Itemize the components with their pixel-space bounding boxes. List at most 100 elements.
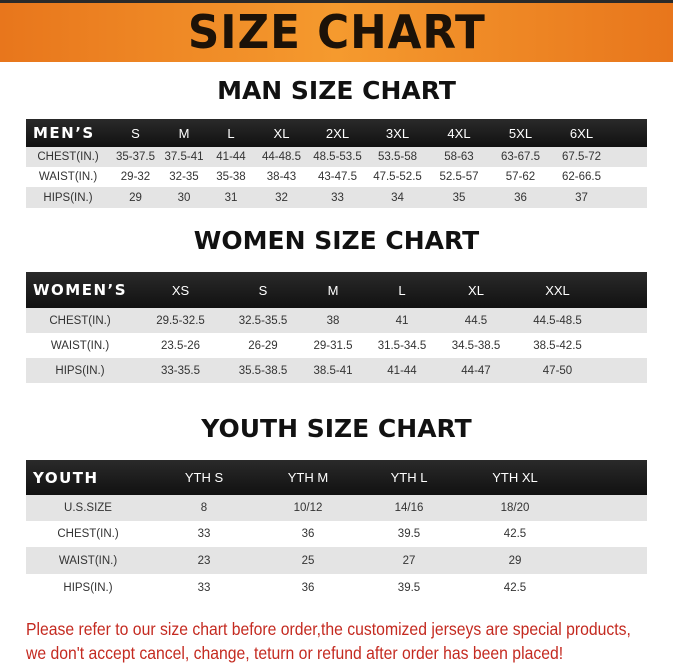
table-row: U.S.SIZE 8 10/12 14/16 18/20: [26, 495, 647, 521]
men-size-table: MEN’S S M L XL 2XL 3XL 4XL 5XL 6XL CHEST(IN.) 35-37…: [26, 119, 647, 208]
row-label: CHEST(IN.): [37, 151, 99, 163]
table-cell: 27: [402, 554, 416, 567]
table-cell: 52.5-57: [439, 171, 479, 183]
table-cell: 38.5-42.5: [533, 339, 582, 352]
size-column-header: XL: [273, 125, 290, 141]
table-cell: 8: [200, 502, 208, 514]
table-cell: 29-31.5: [313, 339, 353, 352]
table-row: HIPS(IN.) 33-35.5 35.5-38.5 38.5-41 41-44 44-…: [26, 358, 647, 383]
size-column-header: L: [227, 125, 235, 141]
table-cell: 53.5-58: [377, 151, 417, 163]
size-column-header: S: [131, 125, 140, 141]
row-label: HIPS(IN.): [43, 191, 93, 204]
table-cell: 26-29: [248, 339, 278, 352]
youth-size-table: YOUTH YTH S YTH M YTH L YTH XL U.S.SIZE 8 10/12…: [26, 460, 647, 601]
size-column-header: 6XL: [569, 125, 594, 141]
table-cell: 63-67.5: [500, 151, 540, 163]
women-size-table: WOMEN’S XS S M L XL XXL CHEST(IN.) 29.5-32.5 32.5…: [26, 272, 647, 383]
table-heading: YOUTH: [33, 468, 99, 487]
table-row: CHEST(IN.) 29.5-32.5 32.5-35.5 38 41 44.5 44.5…: [26, 308, 647, 333]
table-cell: 14/16: [394, 502, 424, 514]
women-section-title: WOMEN SIZE CHART: [193, 226, 480, 255]
table-cell: 35.5-38.5: [238, 364, 288, 377]
table-cell: 37.5-41: [164, 151, 204, 163]
table-cell: 38.5-41: [313, 364, 353, 377]
table-cell: 57-62: [505, 171, 536, 183]
table-cell: 29.5-32.5: [156, 314, 205, 327]
size-column-header: 5XL: [508, 125, 533, 141]
table-cell: 38: [326, 314, 340, 327]
policy-notice-line-1: Please refer to our size chart before or…: [26, 619, 631, 639]
row-label: HIPS(IN.): [55, 364, 105, 377]
table-cell: 18/20: [500, 502, 530, 514]
table-cell: 47-50: [542, 364, 573, 377]
table-cell: 47.5-52.5: [373, 171, 422, 183]
table-cell: 48.5-53.5: [313, 151, 362, 163]
size-chart-banner: SIZE CHART: [0, 0, 673, 62]
table-cell: 39.5: [397, 528, 421, 540]
table-cell: 32.5-35.5: [238, 314, 288, 327]
table-cell: 42.5: [503, 528, 527, 540]
table-cell: 32-35: [169, 171, 199, 183]
table-cell: 30: [177, 191, 191, 204]
row-label: WAIST(IN.): [50, 339, 110, 352]
table-row: WAIST(IN.) 23.5-26 26-29 29-31.5 31.5-34.5 34…: [26, 333, 647, 358]
table-cell: 33: [331, 191, 344, 204]
header-row: WOMEN’S XS S M L XL XXL: [26, 272, 647, 308]
row-label: CHEST(IN.): [57, 528, 119, 540]
table-cell: 43-47.5: [317, 171, 357, 183]
table-cell: 23: [197, 554, 211, 567]
table-cell: 62-66.5: [561, 171, 601, 183]
row-label: U.S.SIZE: [64, 502, 112, 514]
table-cell: 39.5: [397, 581, 421, 594]
youth-section-title: YOUTH SIZE CHART: [201, 414, 472, 443]
header-row: YOUTH YTH S YTH M YTH L YTH XL: [26, 460, 647, 495]
table-row: WAIST(IN.) 23 25 27 29: [26, 547, 647, 574]
table-cell: 33-35.5: [160, 364, 200, 377]
row-label: WAIST(IN.): [58, 554, 118, 567]
table-cell: 36: [514, 191, 527, 204]
size-column-header: YTH XL: [492, 470, 538, 485]
size-column-header: XL: [468, 282, 484, 298]
table-cell: 33: [197, 528, 211, 540]
size-column-header: S: [258, 282, 268, 298]
table-row: WAIST(IN.) 29-32 32-35 35-38 38-43 43-47.5 47.…: [26, 167, 647, 187]
table-cell: 37: [575, 191, 588, 204]
table-cell: 29: [508, 554, 522, 567]
size-column-header: YTH S: [184, 470, 224, 485]
table-cell: 41: [395, 314, 409, 327]
table-cell: 32: [275, 191, 288, 204]
size-column-header: M: [178, 125, 190, 141]
size-column-header: 3XL: [385, 125, 410, 141]
table-cell: 10/12: [293, 502, 323, 514]
table-cell: 29-32: [120, 171, 151, 183]
table-cell: 35-38: [216, 171, 246, 183]
row-label: CHEST(IN.): [49, 314, 111, 327]
table-heading: WOMEN’S: [33, 281, 128, 299]
table-row: HIPS(IN.) 29 30 31 32 33 34 35 36 37: [26, 187, 647, 208]
size-column-header: 4XL: [447, 125, 471, 141]
table-cell: 67.5-72: [561, 151, 601, 163]
table-cell: 31: [224, 191, 238, 204]
table-cell: 38-43: [266, 171, 297, 183]
header-row: MEN’S S M L XL 2XL 3XL 4XL 5XL 6XL: [26, 119, 647, 147]
size-column-header: YTH L: [390, 470, 428, 485]
table-cell: 41-44: [387, 364, 417, 377]
table-cell: 36: [301, 528, 315, 540]
table-row: CHEST(IN.) 35-37.5 37.5-41 41-44 44-48.5 48.5…: [26, 147, 647, 167]
banner-title: SIZE CHART: [187, 5, 486, 59]
table-cell: 41-44: [216, 151, 246, 163]
table-cell: 25: [301, 554, 315, 567]
table-row: CHEST(IN.) 33 36 39.5 42.5: [26, 521, 647, 547]
size-column-header: XS: [171, 282, 190, 298]
table-cell: 33: [197, 581, 211, 594]
men-section-title: MAN SIZE CHART: [217, 76, 456, 105]
policy-notice-line-2: we don't accept cancel, change, teturn o…: [26, 643, 564, 663]
table-cell: 58-63: [444, 151, 474, 163]
table-cell: 35: [452, 191, 466, 204]
size-column-header: L: [398, 282, 406, 298]
table-cell: 44.5: [464, 314, 488, 327]
size-column-header: YTH M: [287, 470, 329, 485]
table-cell: 34: [391, 191, 404, 204]
table-cell: 31.5-34.5: [377, 339, 427, 352]
